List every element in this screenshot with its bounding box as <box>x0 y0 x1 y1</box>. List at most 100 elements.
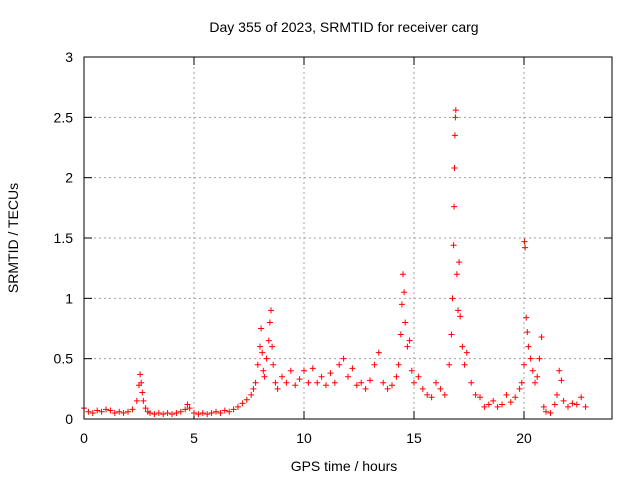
data-point <box>569 400 576 407</box>
data-point <box>292 382 299 389</box>
data-point <box>565 403 571 410</box>
data-point <box>400 271 406 278</box>
data-point <box>433 379 439 386</box>
data-point <box>195 411 202 418</box>
data-point <box>408 367 415 374</box>
data-point <box>309 365 316 372</box>
data-point <box>472 391 479 398</box>
data-point <box>490 397 497 404</box>
data-point <box>524 329 531 336</box>
data-point <box>452 114 459 121</box>
data-point <box>455 307 461 314</box>
data-point <box>428 394 435 401</box>
data-point <box>129 406 136 413</box>
data-point <box>204 411 211 418</box>
data-point <box>340 355 347 362</box>
data-point <box>336 361 343 368</box>
data-point <box>419 385 426 392</box>
data-point <box>411 379 417 386</box>
data-point <box>160 411 167 418</box>
data-point <box>543 408 549 415</box>
data-point <box>151 411 158 418</box>
data-point <box>402 319 409 326</box>
data-point <box>358 379 365 386</box>
data-point <box>318 373 325 380</box>
data-point <box>142 405 149 412</box>
data-point <box>477 394 483 401</box>
data-point <box>415 373 422 380</box>
data-point <box>457 313 464 320</box>
data-point <box>287 367 294 374</box>
data-point <box>94 407 101 414</box>
data-point <box>230 406 237 413</box>
data-point <box>536 355 543 362</box>
data-point <box>173 409 180 416</box>
data-point <box>296 376 303 383</box>
data-point <box>578 394 585 401</box>
data-point <box>254 361 261 368</box>
x-tick-label: 5 <box>190 430 198 446</box>
data-point <box>184 401 191 408</box>
data-point <box>274 385 281 392</box>
data-point <box>301 367 307 374</box>
data-point <box>449 295 456 302</box>
data-point <box>401 289 408 296</box>
data-point <box>314 379 321 386</box>
data-point <box>507 399 514 406</box>
data-point <box>191 409 197 416</box>
data-point <box>177 408 184 415</box>
data-point <box>463 349 470 356</box>
data-point <box>451 165 458 172</box>
data-point <box>107 407 114 414</box>
data-point <box>323 382 329 389</box>
data-point <box>512 394 519 401</box>
data-point <box>404 343 411 350</box>
data-point <box>133 397 140 404</box>
data-point <box>98 408 105 415</box>
data-point <box>448 331 455 338</box>
data-point <box>137 371 144 378</box>
data-point <box>538 333 545 340</box>
data-point <box>441 391 448 398</box>
data-point <box>260 367 267 374</box>
data-point <box>556 367 563 374</box>
data-point <box>450 242 457 249</box>
data-point <box>424 391 431 398</box>
x-tick-label: 0 <box>80 430 88 446</box>
x-tick-label: 15 <box>406 430 422 446</box>
data-point <box>451 132 458 139</box>
data-point <box>397 331 404 338</box>
grid-lines <box>84 57 612 419</box>
data-point <box>265 337 272 344</box>
data-point <box>259 349 266 356</box>
data-point <box>186 405 193 412</box>
data-point <box>456 259 463 266</box>
chart-title: Day 355 of 2023, SRMTID for receiver car… <box>209 19 478 35</box>
data-point <box>345 373 351 380</box>
data-point <box>371 361 378 368</box>
data-point <box>258 325 265 332</box>
data-point <box>169 411 175 418</box>
y-tick-label: 2 <box>65 170 73 186</box>
data-point <box>554 391 560 398</box>
data-point <box>89 409 96 416</box>
data-point <box>468 379 475 386</box>
data-point <box>217 409 224 416</box>
data-point <box>182 406 189 413</box>
data-point <box>375 349 382 356</box>
data-point <box>199 409 206 416</box>
data-point <box>367 377 373 384</box>
data-point <box>261 373 268 380</box>
data-point <box>516 385 523 392</box>
data-point <box>503 391 510 398</box>
data-point <box>398 301 405 308</box>
data-point <box>266 319 273 326</box>
data-point <box>532 379 538 386</box>
data-point <box>551 401 558 408</box>
data-point <box>573 401 580 408</box>
data-point <box>270 361 277 368</box>
data-point <box>331 379 338 386</box>
data-point <box>164 409 171 416</box>
data-point <box>85 408 92 415</box>
x-tick-label: 10 <box>296 430 312 446</box>
